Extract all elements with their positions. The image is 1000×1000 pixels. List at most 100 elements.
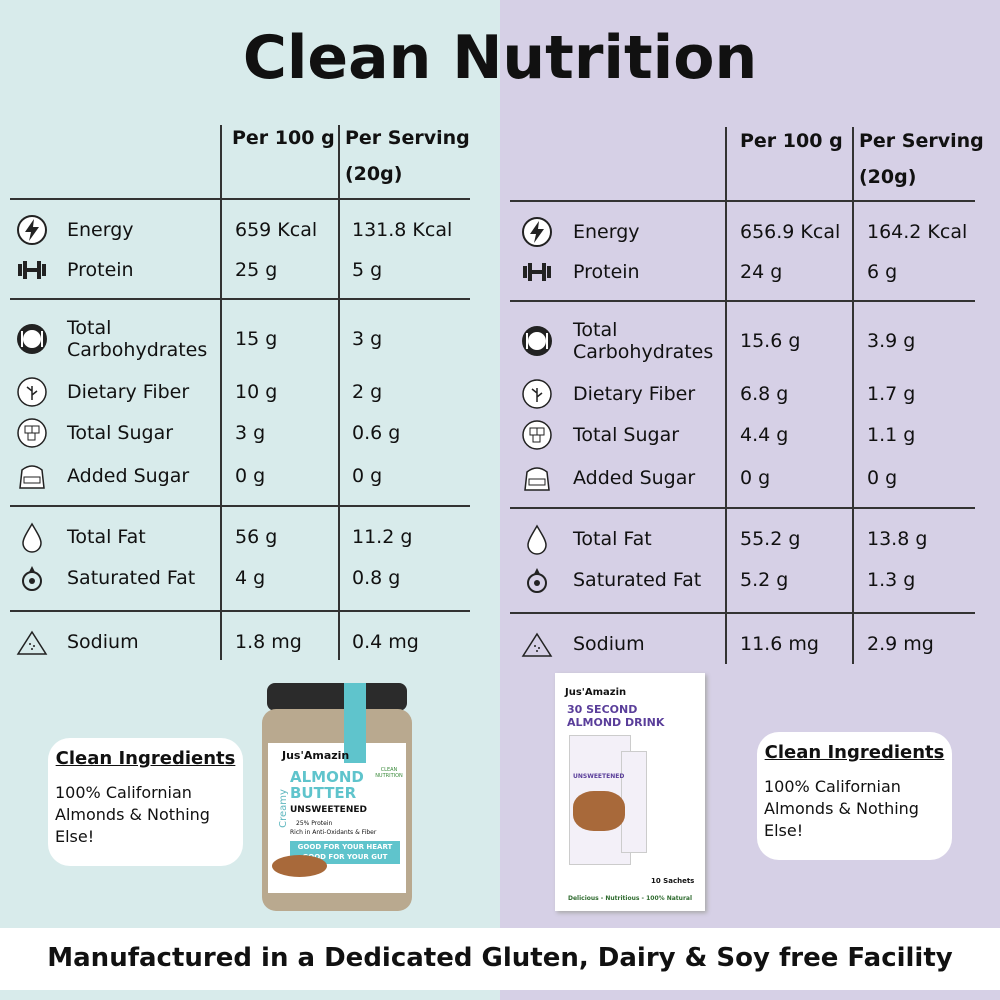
per-serving: 164.2 Kcal: [867, 221, 968, 243]
per-100g: 56 g: [235, 526, 278, 548]
icon: [527, 568, 547, 593]
row-icon: [521, 628, 553, 660]
icon: [17, 215, 47, 245]
row-label: Total Sugar: [67, 422, 174, 444]
per-serving: 13.8 g: [867, 528, 928, 550]
jar-ribbon: [344, 683, 366, 763]
product-box: Jus'Amazin 30 SECOND ALMOND DRINK UNSWEETE…: [555, 673, 705, 911]
row-divider: [10, 198, 470, 200]
column-divider: [338, 125, 340, 660]
row-label: Saturated Fat: [573, 569, 702, 591]
row-label: Added Sugar: [67, 465, 190, 487]
per-serving: 3 g: [352, 328, 383, 350]
per-serving: 131.8 Kcal: [352, 219, 453, 241]
icon: [522, 379, 552, 409]
row-label: Energy: [573, 221, 640, 243]
icon: [16, 630, 48, 655]
per-100g: 6.8 g: [740, 383, 789, 405]
row-label: Saturated Fat: [67, 567, 196, 589]
row-icon: [16, 323, 48, 355]
per-100g: 15 g: [235, 328, 278, 350]
per-100g: 0 g: [740, 467, 771, 489]
title: Clean Nutrition: [242, 23, 758, 93]
per-serving: 0.8 g: [352, 567, 401, 589]
column-header: Per Serving (20g): [859, 130, 984, 188]
icon: [522, 326, 552, 356]
badge: CLEAN NUTRITION: [375, 767, 403, 779]
ingredients-text: 100% Californian Almonds & Nothing Else!: [55, 783, 210, 846]
row-icon: [521, 216, 553, 248]
column-divider: [220, 125, 222, 660]
per-100g: 15.6 g: [740, 330, 801, 352]
sachet-almonds: [573, 791, 625, 831]
row-icon: [521, 523, 553, 555]
row-icon: [521, 378, 553, 410]
per-serving: 2 g: [352, 381, 383, 403]
row-label: Total Fat: [573, 528, 652, 550]
row-icon: [16, 562, 48, 594]
row-icon: [521, 325, 553, 357]
per-100g: 5.2 g: [740, 569, 789, 591]
ingredients-box: Clean Ingredients 100% Californian Almond…: [757, 732, 952, 860]
product-jar: Jus'Amazin Creamy ALMOND BUTTER UNSWEETENED…: [262, 683, 412, 911]
per-serving: 11.2 g: [352, 526, 413, 548]
column-header: Per Serving (20g): [345, 127, 470, 185]
icon: [522, 420, 552, 450]
row-divider: [10, 298, 470, 300]
brand: Jus'Amazin: [282, 749, 350, 762]
row-icon: [521, 564, 553, 596]
icon: [19, 465, 45, 489]
row-label: Dietary Fiber: [573, 383, 696, 405]
row-label: Protein: [67, 259, 134, 281]
per-100g: 659 Kcal: [235, 219, 318, 241]
icon: [22, 566, 42, 591]
ingredients-title: Clean Ingredients: [764, 742, 945, 763]
row-icon: [16, 417, 48, 449]
per-100g: 11.6 mg: [740, 633, 819, 655]
row-label: Dietary Fiber: [67, 381, 190, 403]
row-label: Sodium: [67, 631, 139, 653]
row-divider: [510, 200, 975, 202]
row-icon: [16, 626, 48, 658]
row-label: Total Sugar: [573, 424, 680, 446]
icon: [521, 632, 553, 657]
protein: 25% Protein: [296, 820, 333, 827]
footer-band: [0, 928, 1000, 990]
icon: [17, 324, 47, 354]
icon: [523, 263, 551, 281]
icon: [17, 377, 47, 407]
row-label: Total Fat: [67, 526, 146, 548]
column-header: Per 100 g: [740, 130, 843, 152]
almonds: [272, 855, 327, 877]
jar-lid: [267, 683, 407, 711]
ingredients-text: 100% Californian Almonds & Nothing Else!: [764, 777, 919, 840]
per-serving: 0 g: [352, 465, 383, 487]
icon: [522, 217, 552, 247]
column-divider: [725, 127, 727, 664]
icon: [18, 261, 46, 279]
per-serving: 2.9 mg: [867, 633, 934, 655]
per-100g: 656.9 Kcal: [740, 221, 841, 243]
row-icon: [16, 521, 48, 553]
per-100g: 0 g: [235, 465, 266, 487]
sachet: [621, 751, 647, 853]
per-100g: 3 g: [235, 422, 266, 444]
variant: Creamy: [277, 789, 289, 828]
per-serving: 3.9 g: [867, 330, 916, 352]
row-icon: [16, 254, 48, 286]
per-serving: 5 g: [352, 259, 383, 281]
row-divider: [10, 610, 470, 612]
row-icon: [16, 214, 48, 246]
row-label: Protein: [573, 261, 640, 283]
row-label: Energy: [67, 219, 134, 241]
row-label: Total Carbohydrates: [67, 317, 208, 361]
claim: Rich in Anti-Oxidants & Fiber: [290, 829, 377, 836]
per-serving: 1.3 g: [867, 569, 916, 591]
count: 10 Sachets: [651, 877, 695, 885]
row-divider: [510, 612, 975, 614]
icon: [527, 524, 547, 555]
product-name: ALMOND BUTTER: [290, 768, 364, 802]
ingredients-box: Clean Ingredients 100% Californian Almond…: [48, 738, 243, 866]
row-icon: [521, 419, 553, 451]
ingredients-title: Clean Ingredients: [55, 748, 236, 769]
